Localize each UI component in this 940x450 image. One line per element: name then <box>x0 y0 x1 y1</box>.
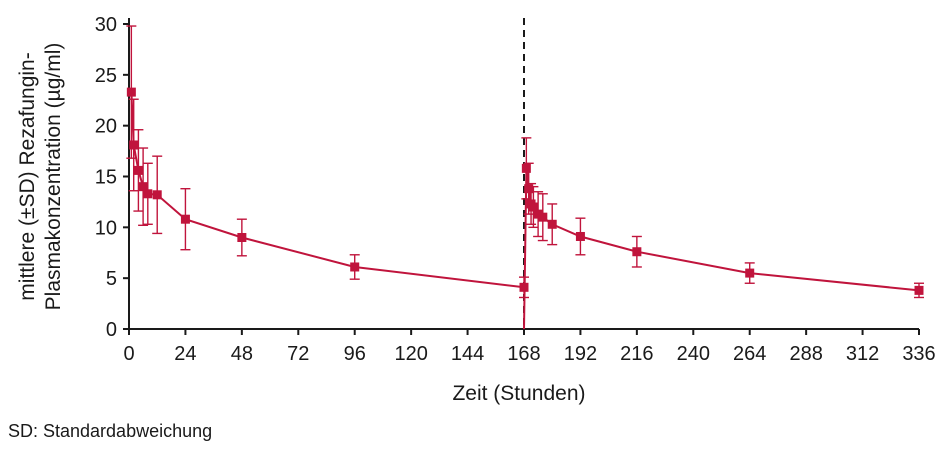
data-point <box>575 231 585 241</box>
x-tick-label: 312 <box>846 343 879 365</box>
x-tick-label: 192 <box>564 343 597 365</box>
data-point <box>538 212 548 222</box>
data-point <box>180 214 190 224</box>
x-tick-label: 288 <box>789 343 822 365</box>
data-point <box>143 189 153 199</box>
data-point <box>533 209 543 219</box>
y-tick-label: 20 <box>95 116 117 138</box>
data-point <box>528 202 538 212</box>
y-tick-label: 15 <box>95 167 117 189</box>
data-point <box>350 262 360 272</box>
y-tick-label: 5 <box>106 268 117 290</box>
y-axis-title-line: mittlere (±SD) Rezafungin- <box>16 52 39 300</box>
series-line <box>523 168 920 330</box>
x-tick-label: 120 <box>394 343 427 365</box>
y-tick-label: 25 <box>95 65 117 87</box>
data-point <box>547 219 557 229</box>
y-tick-label: 10 <box>95 217 117 239</box>
pk-line-chart: 0 5 10 15 20 25 30 0 24 48 72 96 120 144 168 192 216 240 2… <box>16 14 936 405</box>
data-point <box>126 87 136 97</box>
data-point <box>138 182 148 192</box>
data-point <box>524 184 534 194</box>
data-point <box>521 163 531 173</box>
x-tick-label: 48 <box>231 343 253 365</box>
data-point <box>133 165 143 175</box>
x-tick-label: 24 <box>174 343 196 365</box>
series-line <box>130 92 525 289</box>
x-tick-label: 240 <box>677 343 710 365</box>
data-point <box>237 233 247 242</box>
footnote: SD: Standardabweichung <box>8 421 213 441</box>
data-point <box>152 190 162 200</box>
x-tick-label: 144 <box>451 343 484 365</box>
y-axis-title: mittlere (±SD) Rezafungin- Plasmakonzentr… <box>16 43 65 311</box>
x-tick-label: 264 <box>733 343 766 365</box>
data-point <box>745 268 755 278</box>
x-tick-label: 0 <box>123 343 134 365</box>
data-point <box>129 140 139 150</box>
y-tick-label: 30 <box>95 14 117 36</box>
data-point <box>632 247 642 257</box>
y-tick-label: 0 <box>106 319 117 341</box>
x-tick-label: 168 <box>507 343 540 365</box>
x-tick-label: 216 <box>620 343 653 365</box>
x-tick-label: 336 <box>902 343 935 365</box>
y-axis-title-line: Plasmakonzentration (µg/ml) <box>42 43 65 311</box>
x-tick-label: 72 <box>287 343 309 365</box>
data-point <box>914 285 924 295</box>
x-axis-title: Zeit (Stunden) <box>452 382 585 405</box>
x-tick-label: 96 <box>344 343 366 365</box>
